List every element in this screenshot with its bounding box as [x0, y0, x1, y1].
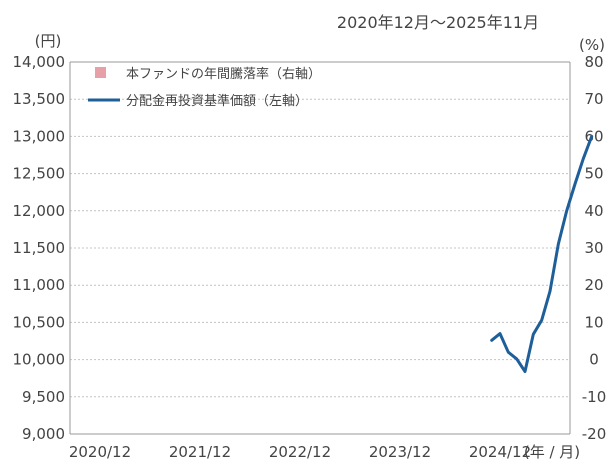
left-tick-label: 9,500: [22, 388, 65, 406]
x-tick-label: 2021/12: [169, 443, 231, 461]
left-tick-label: 13,500: [13, 90, 66, 108]
left-tick-label: 10,500: [13, 313, 66, 331]
left-tick-label: 12,500: [13, 165, 66, 183]
x-tick-label: 2022/12: [269, 443, 331, 461]
x-tick-label: 2020/12: [69, 443, 131, 461]
legend: 本ファンドの年間騰落率（右軸） 分配金再投資基準価額（左軸）: [88, 66, 321, 109]
right-tick-label: 50: [584, 165, 603, 183]
right-tick-label: 20: [584, 276, 603, 294]
series-line-nav: [490, 134, 594, 373]
left-tick-label: 11,500: [13, 239, 66, 257]
left-tick-label: 14,000: [13, 53, 66, 71]
left-tick-label: 10,000: [13, 351, 66, 369]
gridlines: [69, 61, 571, 435]
left-tick-label: 9,000: [22, 425, 65, 443]
right-tick-label: 10: [584, 313, 603, 331]
left-tick-label: 13,000: [13, 127, 66, 145]
right-axis-unit: (%): [579, 36, 605, 54]
right-axis-ticks: 80 70 60 50 40 30 20 10 0 -10 -20: [582, 53, 607, 443]
left-axis-unit: (円): [35, 32, 62, 50]
left-axis-ticks: 14,000 13,500 13,000 12,500 12,000 11,500 11,0…: [13, 53, 66, 443]
right-tick-label: -10: [582, 388, 607, 406]
x-axis-unit: (年 / 月): [524, 443, 580, 461]
left-tick-label: 11,000: [13, 276, 66, 294]
right-tick-label: 40: [584, 202, 603, 220]
right-tick-label: -20: [582, 425, 607, 443]
series-layer: [490, 134, 594, 373]
right-tick-label: 0: [589, 351, 599, 369]
legend-label-nav: 分配金再投資基準価額（左軸）: [126, 93, 308, 109]
chart-title: 2020年12月～2025年11月: [337, 13, 539, 32]
left-tick-label: 12,000: [13, 202, 66, 220]
x-tick-label: 2023/12: [369, 443, 431, 461]
legend-swatch-return: [95, 67, 106, 78]
right-tick-label: 60: [584, 127, 603, 145]
right-tick-label: 30: [584, 239, 603, 257]
legend-label-return: 本ファンドの年間騰落率（右軸）: [126, 66, 321, 82]
right-tick-label: 70: [584, 90, 603, 108]
x-axis-ticks: 2020/12 2021/12 2022/12 2023/12 2024/12: [69, 443, 531, 461]
x-tick-label: 2024/12: [469, 443, 531, 461]
right-tick-label: 80: [584, 53, 603, 71]
